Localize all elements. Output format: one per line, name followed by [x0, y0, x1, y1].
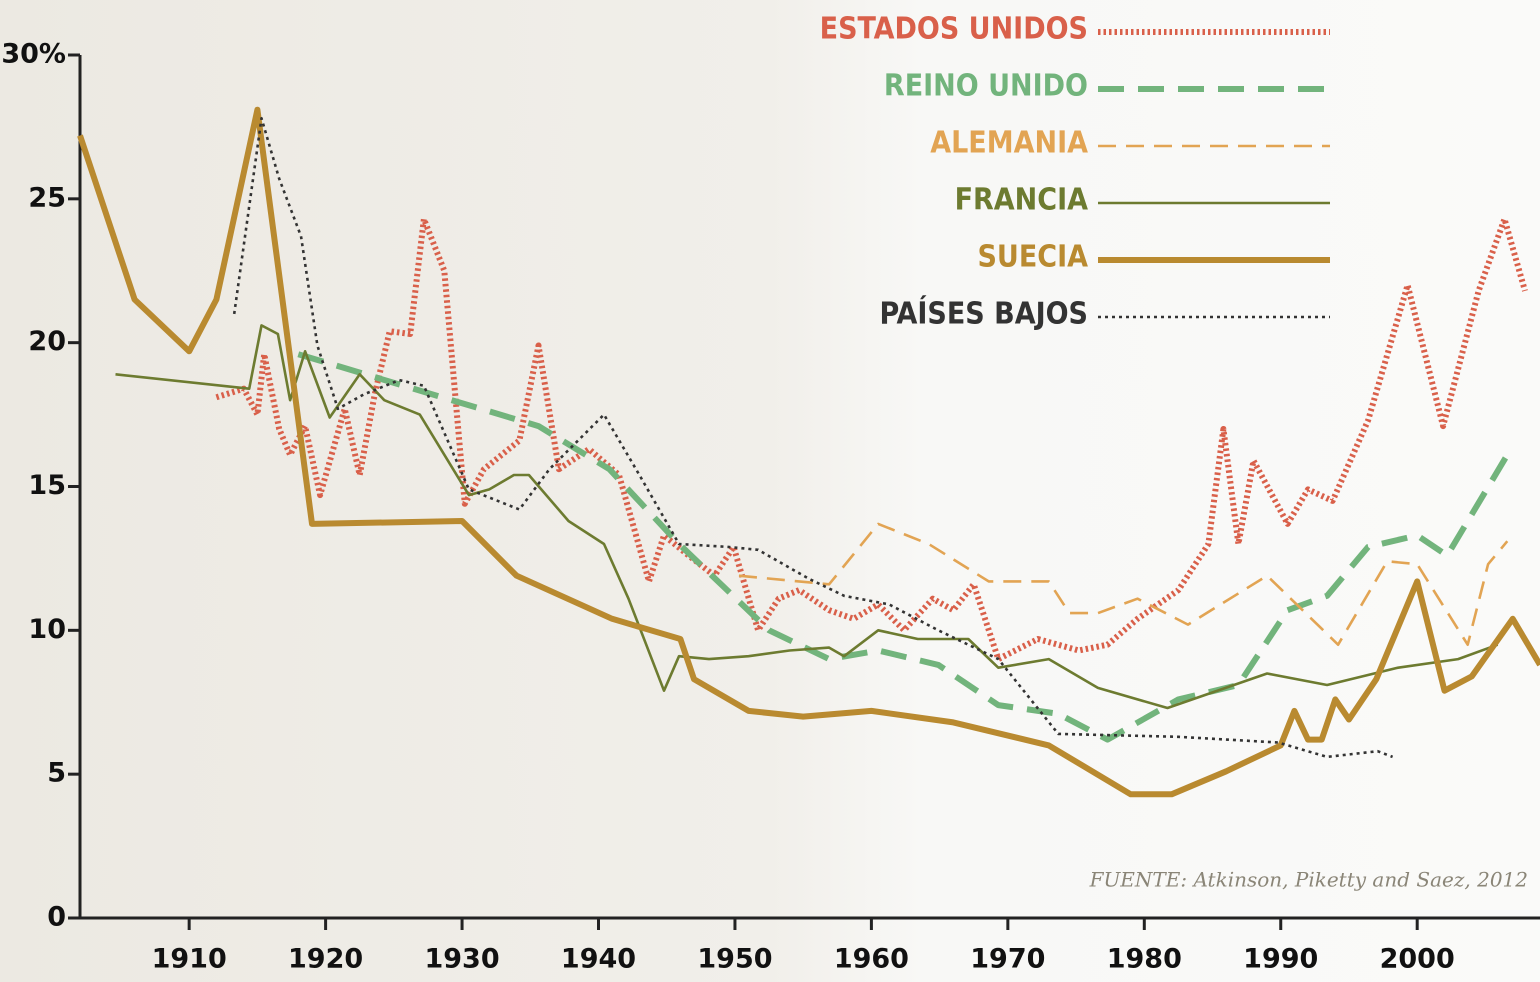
- legend-label: REINO UNIDO: [884, 69, 1088, 104]
- series-line: [77, 106, 1540, 798]
- y-tick-label: 15: [28, 470, 66, 501]
- series-line: [738, 522, 1509, 646]
- source-note: FUENTE: Atkinson, Piketty and Saez, 2012: [1089, 868, 1528, 892]
- x-tick-label: 1950: [697, 944, 772, 975]
- x-tick-label: 1940: [561, 944, 636, 975]
- legend-label: FRANCIA: [955, 183, 1089, 218]
- legend-label: ALEMANIA: [930, 126, 1088, 161]
- y-tick-label: 10: [28, 614, 66, 645]
- series-line: [297, 351, 1510, 743]
- y-tick-label: 25: [28, 182, 66, 213]
- series-line: [232, 117, 1394, 759]
- x-tick-label: 1960: [834, 944, 909, 975]
- x-tick-label: 1920: [288, 944, 363, 975]
- x-tick-label: 1910: [152, 944, 227, 975]
- y-tick-label: 5: [47, 758, 66, 789]
- y-tick-label: 20: [28, 326, 66, 357]
- series-line: [215, 216, 1528, 663]
- x-tick-label: 1980: [1107, 944, 1182, 975]
- y-tick-label: 0: [47, 902, 66, 933]
- series-line: [115, 324, 1499, 710]
- legend-label: PAÍSES BAJOS: [879, 296, 1088, 332]
- legend-label: ESTADOS UNIDOS: [820, 12, 1088, 47]
- x-tick-label: 1990: [1243, 944, 1318, 975]
- x-tick-label: 1970: [970, 944, 1045, 975]
- y-tick-label: 30%: [1, 39, 66, 70]
- x-tick-label: 1930: [424, 944, 499, 975]
- legend-label: SUECIA: [977, 240, 1088, 275]
- x-tick-label: 2000: [1380, 944, 1455, 975]
